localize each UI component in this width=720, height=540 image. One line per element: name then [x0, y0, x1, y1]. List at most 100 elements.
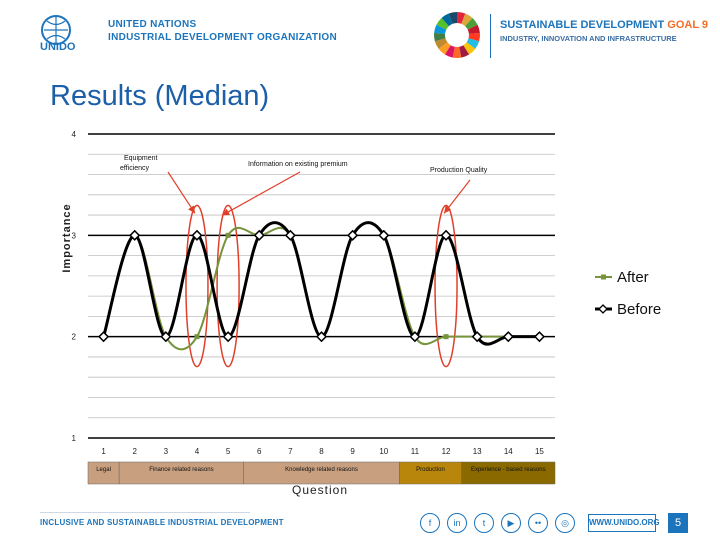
category-group-label: Legal: [96, 467, 111, 473]
twitter-icon[interactable]: t: [474, 513, 494, 533]
data-point-after: [194, 334, 200, 340]
sdg-title: SUSTAINABLE DEVELOPMENT GOAL 9 INDUSTRY,…: [500, 18, 708, 46]
x-axis-label: Question: [292, 483, 348, 497]
results-chart: Legal Finance related reasons Knowledge re…: [61, 130, 661, 497]
legend-label: Before: [617, 301, 661, 318]
category-group-band: [461, 461, 556, 485]
x-tick-label: 7: [288, 447, 293, 456]
sdg-wheel-segment: [467, 24, 480, 34]
data-point-before: [129, 229, 141, 241]
sdg-goal: GOAL 9: [667, 19, 709, 31]
category-group-label: Production: [416, 467, 445, 473]
category-group-band: [399, 461, 462, 485]
annotation-arrow: [221, 171, 301, 216]
highlight-ellipse: [434, 204, 458, 368]
sdg-wheel-segment: [452, 46, 462, 59]
legend-marker: [601, 274, 606, 280]
legend: After Before: [595, 269, 661, 318]
annotation-arrows: Equipment efficiency Information on existi…: [120, 155, 488, 216]
series-line-before: [102, 221, 540, 346]
sdg-wheel-icon: [434, 12, 480, 59]
x-tick-label: 15: [535, 447, 544, 456]
y-axis-label: Importance: [61, 203, 73, 272]
highlight-ellipse: [216, 204, 240, 368]
website-link[interactable]: WWW.UNIDO.ORG: [588, 514, 660, 532]
x-tick-label: 13: [473, 447, 482, 456]
sdg-wheel-segment: [434, 38, 448, 49]
data-point-before: [253, 229, 265, 241]
header-divider: [490, 14, 491, 58]
label-line: Equipment: [124, 155, 158, 162]
data-point-before: [222, 331, 234, 343]
linkedin-icon[interactable]: in: [447, 513, 467, 533]
sdg-wheel-segment: [434, 24, 447, 34]
x-tick-label: 8: [319, 447, 324, 456]
data-point-before: [284, 229, 296, 241]
annotation-label: Information on existing premium: [248, 161, 348, 168]
youtube-icon[interactable]: ▶: [501, 513, 521, 533]
data-point-after: [225, 232, 231, 238]
category-groups: Legal Finance related reasons Knowledge re…: [87, 461, 556, 485]
annotation-label: Production Quality: [430, 167, 488, 174]
unido-logo: UNIDO: [40, 15, 76, 52]
sdg-wheel-segment: [468, 32, 480, 42]
facebook-icon[interactable]: f: [420, 513, 440, 533]
category-group-label: Experience - based reasons: [471, 467, 546, 473]
annotation-label: Equipment efficiency: [120, 155, 158, 172]
sdg-wheel-segment: [461, 13, 473, 27]
x-tick-label: 11: [411, 447, 420, 456]
highlight-ellipses: [185, 204, 458, 368]
sdg-wheel-segment: [441, 13, 453, 27]
page-number: 5: [668, 513, 688, 533]
sdg-wheel-segment: [448, 12, 457, 24]
label-line: efficiency: [120, 165, 150, 172]
footer-divider: [40, 512, 250, 513]
x-tick-label: 1: [101, 447, 106, 456]
data-point-before: [160, 331, 172, 343]
y-tick-label: 1: [72, 434, 77, 443]
flickr-icon[interactable]: ••: [528, 513, 548, 533]
sdg-line-1: SUSTAINABLE DEVELOPMENT: [500, 19, 665, 31]
x-tick-label: 14: [504, 447, 513, 456]
sdg-wheel-segment: [444, 45, 455, 58]
category-group-band: [118, 461, 244, 485]
unido-logo-text: UNIDO: [40, 41, 76, 52]
grid-lines: [88, 133, 555, 439]
sdg-wheel-segment: [438, 42, 451, 55]
sdg-wheel-segment: [466, 38, 480, 49]
x-tick-label: 10: [379, 447, 388, 456]
annotation-arrow: [167, 171, 196, 214]
y-tick-label: 2: [72, 333, 77, 342]
data-point-before: [502, 331, 514, 343]
data-point-before: [533, 331, 545, 343]
footer-slogan: INCLUSIVE AND SUSTAINABLE INDUSTRIAL DEV…: [40, 518, 284, 527]
category-group-band: [87, 461, 120, 485]
org-line-2: INDUSTRIAL DEVELOPMENT ORGANIZATION: [108, 32, 338, 43]
sdg-line-2: INDUSTRY, INNOVATION AND INFRASTRUCTURE: [500, 34, 677, 43]
y-tick-label: 4: [72, 130, 77, 139]
x-tick-label: 9: [350, 447, 355, 456]
sdg-wheel-segment: [459, 45, 470, 58]
sdg-wheel-segment: [465, 18, 478, 30]
data-point-after: [443, 334, 449, 340]
category-group-band: [243, 461, 400, 485]
instagram-icon[interactable]: ◎: [555, 513, 575, 533]
data-point-before: [191, 229, 203, 241]
sdg-wheel-segment: [436, 18, 449, 30]
data-point-before: [409, 331, 421, 343]
x-tick-label: 4: [195, 447, 200, 456]
data-point-before: [440, 229, 452, 241]
x-tick-label: 6: [257, 447, 262, 456]
data-point-before: [471, 331, 483, 343]
data-point-before: [98, 331, 110, 343]
legend-label: After: [617, 269, 649, 286]
y-tick-label: 3: [72, 231, 77, 240]
legend-marker: [598, 304, 608, 314]
sdg-wheel-segment: [457, 12, 466, 24]
x-tick-label: 5: [226, 447, 231, 456]
data-point-before: [315, 331, 328, 343]
org-name: UNITED NATIONS INDUSTRIAL DEVELOPMENT OR…: [108, 18, 337, 44]
org-line-1: UNITED NATIONS: [108, 19, 197, 30]
sdg-wheel-segment: [434, 32, 446, 42]
